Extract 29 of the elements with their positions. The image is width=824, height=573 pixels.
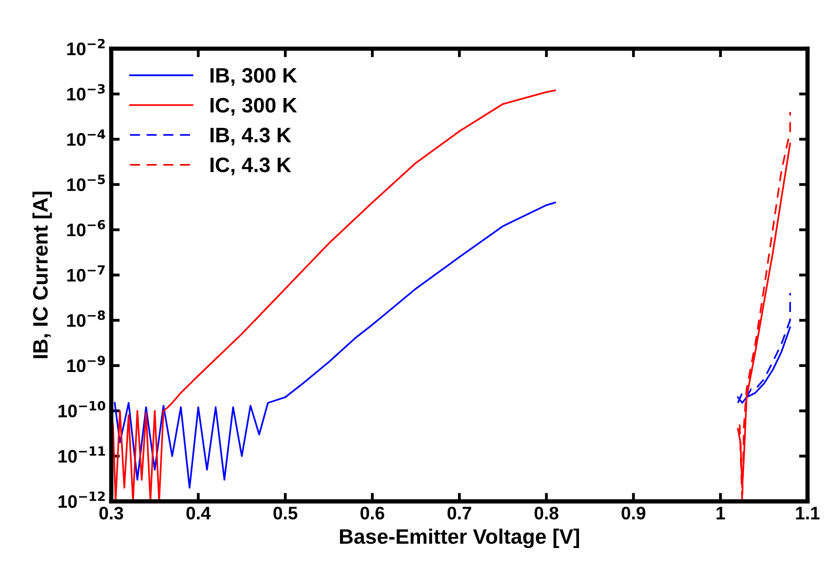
y-tick-label: 10$^{−4}$ bbox=[67, 130, 106, 146]
line-series bbox=[112, 90, 556, 502]
y-tick-label: 10$^{−12}$ bbox=[58, 491, 105, 508]
x-tick-label: 0.9 bbox=[622, 506, 646, 520]
x-tick-label: 0.4 bbox=[186, 506, 211, 520]
x-axis-title: Base-Emitter Voltage [V] bbox=[340, 528, 580, 548]
y-tick-label: 10$^{−7}$ bbox=[67, 265, 105, 282]
y-tick-label: 10$^{−3}$ bbox=[67, 84, 105, 101]
x-tick-label: 0.6 bbox=[360, 506, 384, 520]
y-tick-label: 10$^{−2}$ bbox=[67, 38, 105, 56]
y-tick-label: 10$^{−6}$ bbox=[67, 220, 106, 236]
legend-label: IB, 4.3 K bbox=[210, 128, 292, 146]
y-tick-label: 10$^{−9}$ bbox=[67, 356, 105, 372]
legend-label: IC, 4.3 K bbox=[210, 158, 292, 176]
y-axis-title: IB, IC Current [A] bbox=[32, 192, 52, 358]
x-tick-label: 0.8 bbox=[534, 506, 558, 520]
x-tick-label: 0.3 bbox=[99, 506, 124, 520]
y-tick-label: 10$^{−5}$ bbox=[67, 174, 105, 192]
x-tick-label: 0.5 bbox=[273, 506, 298, 520]
line-series bbox=[114, 202, 556, 489]
legend-label: IB, 300 K bbox=[210, 68, 297, 86]
line-series bbox=[737, 292, 791, 404]
y-tick-label: 10$^{−11}$ bbox=[58, 446, 106, 463]
y-tick-label: 10$^{−8}$ bbox=[67, 310, 105, 327]
x-tick-label: 0.7 bbox=[448, 506, 472, 520]
legend-label: IC, 300 K bbox=[210, 98, 297, 116]
x-tick-label: 1 bbox=[716, 506, 726, 520]
y-tick-label: 10$^{−10}$ bbox=[58, 400, 106, 418]
x-tick-label: 1.1 bbox=[796, 506, 820, 520]
